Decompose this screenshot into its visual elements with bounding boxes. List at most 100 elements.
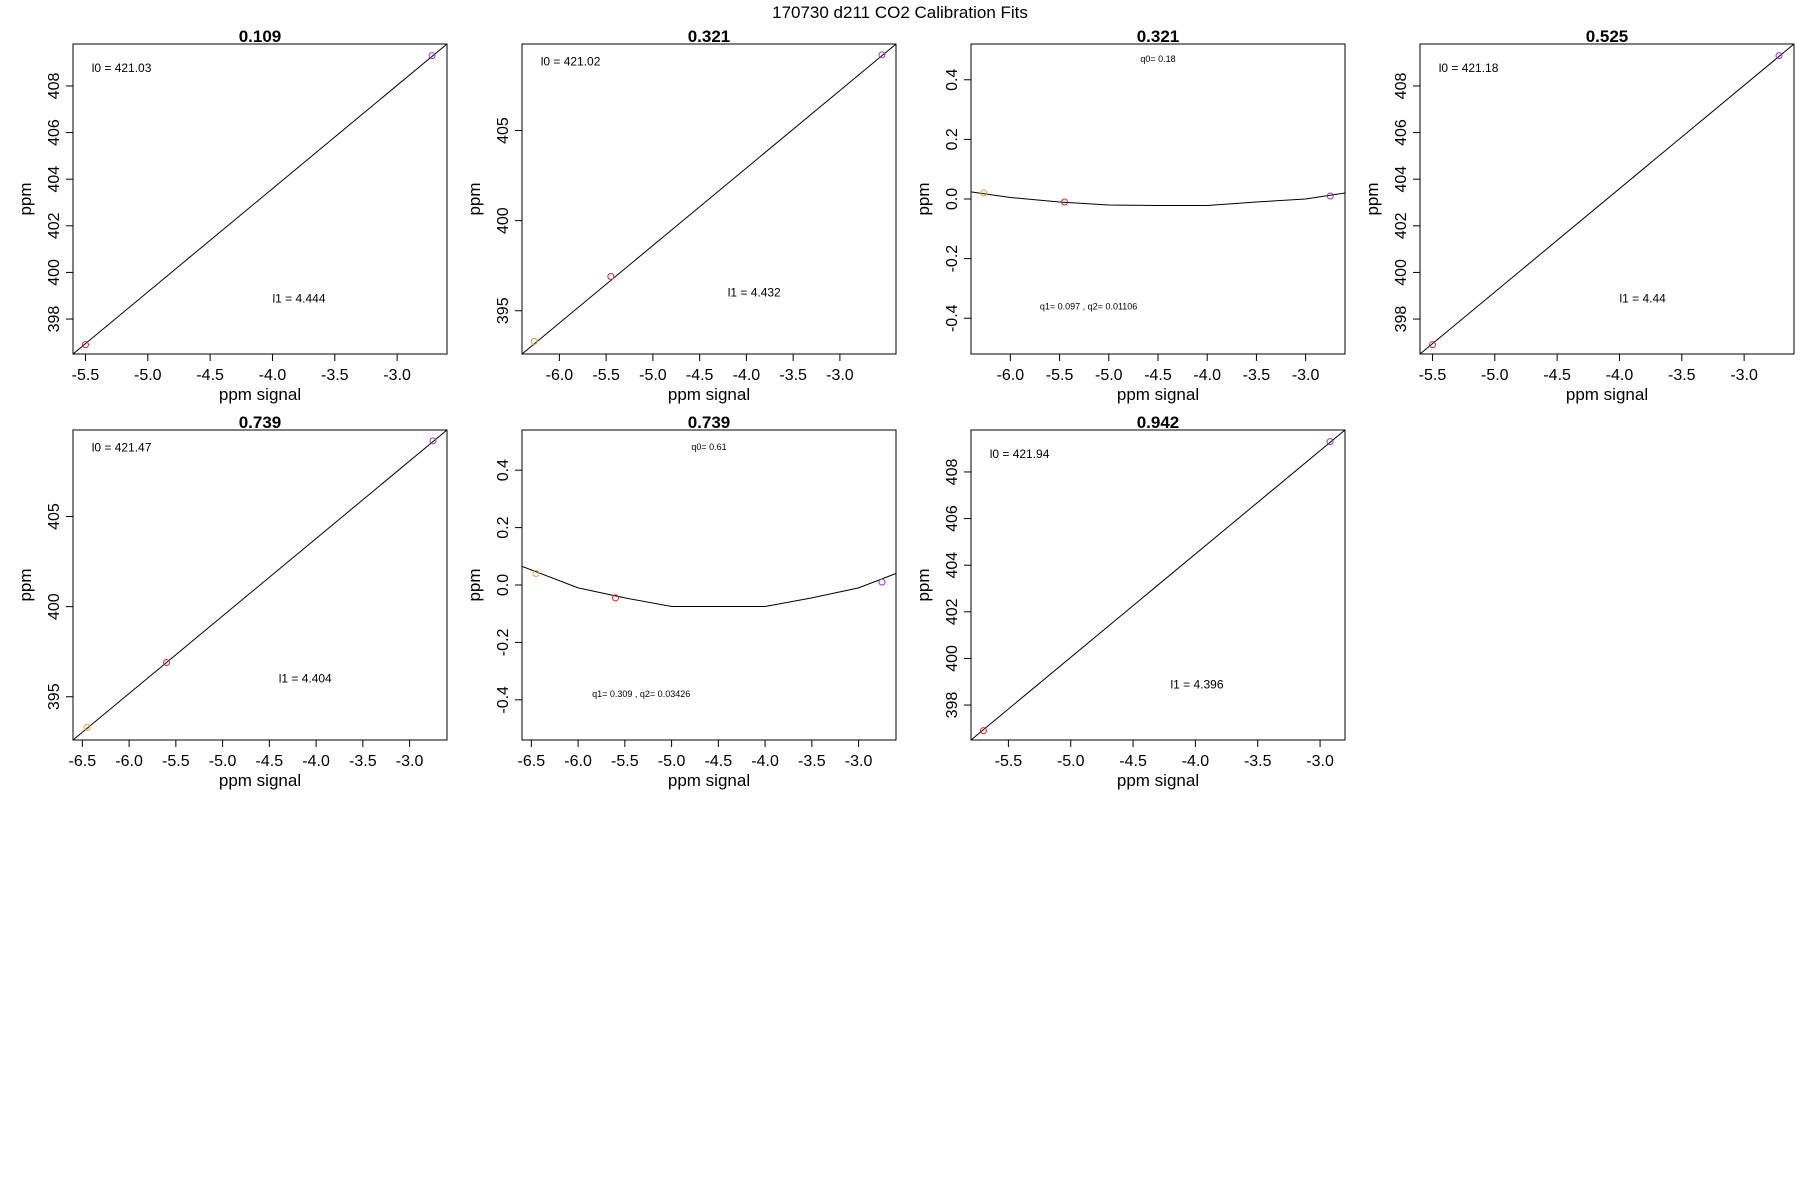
y-tick-label: 400 [944,645,961,672]
data-point [1326,438,1334,446]
x-tick-label: -3.0 [826,367,854,384]
fit-annotation: l0 = 421.18 [1439,61,1499,75]
y-tick-label: 0.4 [944,69,961,91]
x-tick-label: -3.0 [1730,367,1758,384]
data-point [878,51,886,59]
y-tick-label: 405 [495,117,512,144]
x-tick-label: -5.5 [1419,367,1447,384]
plot-frame [521,43,897,355]
x-tick-label: -4.0 [1193,367,1221,384]
data-point [607,273,615,280]
fit-annotation: l0 = 421.94 [990,447,1050,461]
chart-title: 0.321 [688,27,731,46]
x-tick-label: -5.0 [209,753,237,770]
y-tick-label: 408 [46,73,63,100]
y-tick-label: 408 [1393,73,1410,100]
y-tick-label: 398 [1393,306,1410,333]
x-tick-label: -5.5 [611,753,639,770]
fit-line [1420,44,1794,354]
data-point [980,189,988,197]
x-tick-label: -3.0 [396,753,424,770]
fit-line [522,44,896,354]
x-tick-label: -6.0 [997,367,1025,384]
x-tick-label: -6.0 [115,753,143,770]
y-tick-label: 398 [944,692,961,719]
x-axis-label: ppm signal [219,385,301,404]
fit-annotation: l1 = 4.444 [272,292,325,306]
y-tick-label: 404 [46,166,63,193]
fit-annotation: l0 = 421.02 [541,55,601,69]
x-tick-label: -4.0 [733,367,761,384]
fit-annotation: q0= 0.61 [691,442,726,452]
fit-annotation: l0 = 421.03 [92,61,152,75]
y-axis-label: ppm [465,182,484,215]
fit-line [971,430,1345,740]
x-tick-label: -5.0 [639,367,667,384]
fit-curve [522,565,896,608]
data-point [530,337,538,345]
x-tick-label: -5.5 [72,367,100,384]
y-axis-label: ppm [465,568,484,601]
y-tick-label: 0.2 [495,516,512,538]
x-tick-label: -3.0 [383,367,411,384]
y-tick-label: 404 [944,552,961,579]
y-tick-label: 400 [46,259,63,286]
plot-frame [72,429,448,741]
x-tick-label: -4.5 [1543,367,1571,384]
x-tick-label: -3.5 [1243,367,1271,384]
fit-curve [971,191,1345,207]
y-tick-label: 404 [1393,166,1410,193]
y-axis-label: ppm [16,568,35,601]
x-tick-label: -3.5 [1244,753,1272,770]
x-tick-label: -3.5 [1668,367,1696,384]
y-tick-label: -0.4 [495,686,512,714]
x-tick-label: -4.5 [1119,753,1147,770]
data-point [81,341,89,349]
x-tick-label: -4.5 [196,367,224,384]
x-tick-label: -5.0 [134,367,162,384]
x-tick-label: -3.5 [321,367,349,384]
data-point [428,52,436,60]
data-point [612,594,619,602]
data-point [163,659,170,666]
y-tick-label: 395 [46,683,63,710]
y-tick-label: 406 [46,119,63,146]
fit-annotation: l1 = 4.432 [728,285,781,299]
plot-frame [521,429,897,741]
data-point [532,570,540,578]
x-axis-label: ppm signal [1566,385,1648,404]
x-tick-label: -5.0 [658,753,686,770]
chart-panels: 0.109 -5.5 -5.0 -4.5 -4.0 -3.5 -3.0 398 400 402 40… [16,27,1795,790]
data-point [878,578,886,586]
x-axis-label: ppm signal [1117,385,1199,404]
x-tick-label: -4.5 [686,367,714,384]
y-tick-label: 402 [944,598,961,625]
chart-panel-1: 0.109 -5.5 -5.0 -4.5 -4.0 -3.5 -3.0 398 400 402 40… [16,27,448,404]
x-axis-label: ppm signal [1117,771,1199,790]
x-tick-label: -3.5 [349,753,377,770]
x-tick-label: -4.0 [1606,367,1634,384]
x-tick-label: -6.5 [69,753,97,770]
y-axis-label: ppm [16,182,35,215]
chart-title: 0.739 [688,413,731,432]
chart-title: 0.942 [1137,413,1180,432]
x-tick-label: -6.0 [546,367,574,384]
fit-annotation: l1 = 4.404 [279,671,332,685]
chart-panel-3: 0.321 -6.0 -5.5 -5.0 -4.5 -4.0 -3.5 -3.0 -0.4 -0.… [914,27,1346,404]
fit-annotation: l1 = 4.396 [1170,678,1223,692]
y-tick-label: -0.2 [944,245,961,273]
y-tick-label: 400 [46,593,63,620]
data-point [1061,198,1068,206]
y-tick-label: 0.2 [944,128,961,150]
y-tick-label: 0.4 [495,459,512,481]
x-tick-label: -4.0 [302,753,330,770]
chart-panel-5: 0.739 -6.5 -6.0 -5.5 -5.0 -4.5 -4.0 -3.5 -3.0 395… [16,413,448,790]
plot-frame [1419,43,1795,355]
fit-line [73,430,447,740]
x-tick-label: -5.5 [592,367,620,384]
y-axis-label: ppm [1363,182,1382,215]
x-tick-label: -5.0 [1481,367,1509,384]
x-tick-label: -5.0 [1095,367,1123,384]
page-title: 170730 d211 CO2 Calibration Fits [772,3,1028,22]
